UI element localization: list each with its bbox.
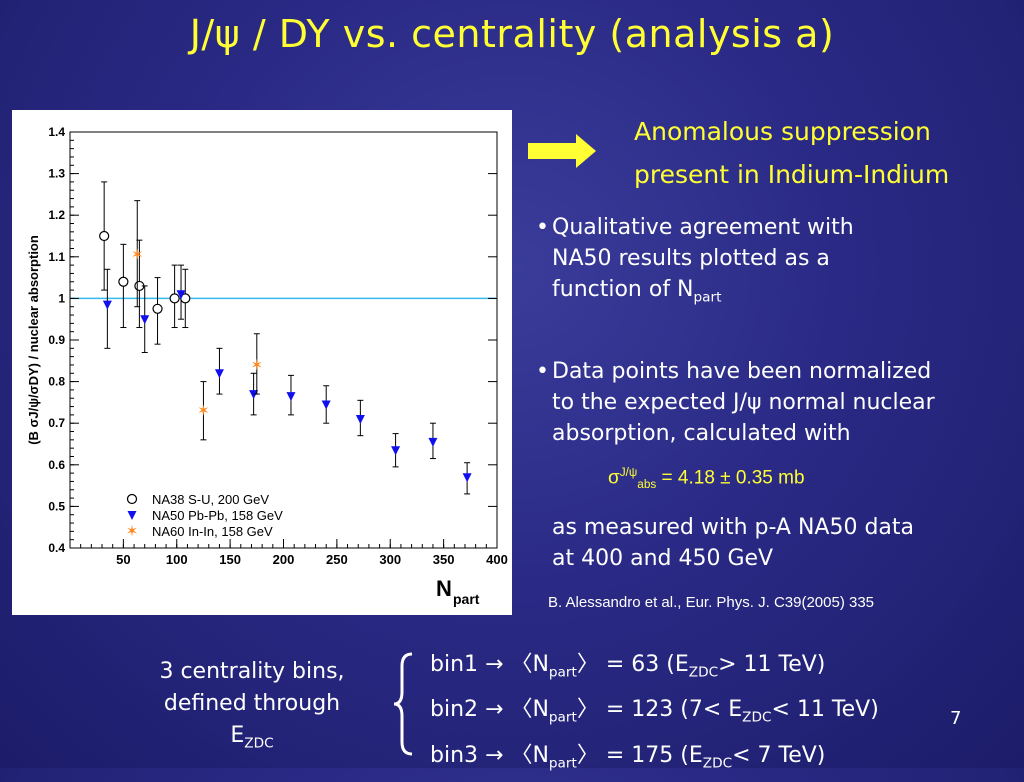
absorption-formula: σJ/ψabs = 4.18 ± 0.35 mb [608, 466, 805, 492]
data-point-star: ✶ [197, 402, 210, 420]
data-point-star: ✶ [126, 522, 139, 540]
data-point-circle [126, 493, 138, 505]
anomalous-suppression-note: Anomalous suppression present in Indium-… [634, 110, 949, 196]
bullet-2-line-1: Data points have been normalized [552, 359, 932, 384]
x-tick-label: 250 [326, 552, 348, 567]
data-point-triangle [355, 415, 365, 425]
x-tick-label: 100 [166, 552, 188, 567]
y-tick-label: 0.6 [48, 458, 65, 472]
bullet-1-line-3: function of Npart [552, 277, 722, 306]
anomalous-line-1: Anomalous suppression [634, 117, 931, 146]
reference-citation: B. Alessandro et al., Eur. Phys. J. C39(… [548, 594, 875, 611]
chart-svg: 0.4 0.5 0.6 0.7 0.8 0.9 1 1.1 1.2 1.3 1.4 50 100 150 2… [26, 125, 508, 607]
y-tick-label: 0.7 [48, 416, 65, 430]
y-tick-label: 1.4 [48, 125, 65, 139]
measured-line-2: at 400 and 450 GeV [552, 546, 774, 571]
bin-2-definition: bin2 → 〈Npart〉 = 123 (7< EZDC< 11 TeV) [430, 697, 879, 726]
centrality-bins-label: 3 centrality bins, defined through EZDC [159, 659, 345, 752]
bullet-2-line-3: absorption, calculated with [552, 421, 851, 446]
legend-entry: NA60 In-In, 158 GeV [152, 524, 273, 539]
data-point-triangle [127, 511, 137, 520]
bullet-1-line-2: NA50 results plotted as a [552, 246, 830, 271]
data-point-circle [118, 276, 129, 287]
y-tick-label: 0.8 [48, 375, 65, 389]
y-tick-label: 1 [58, 291, 65, 305]
bins-list: bin1 → 〈Npart〉 = 63 (EZDC> 11 TeV) bin2 … [430, 646, 879, 782]
data-point-star: ✶ [131, 246, 144, 264]
data-point-triangle [102, 300, 112, 310]
x-tick-label: 400 [486, 552, 508, 567]
y-tick-label: 0.9 [48, 333, 65, 347]
y-tick-label: 0.5 [48, 499, 65, 513]
anomalous-line-2: present in Indium-Indium [634, 160, 950, 189]
data-point-triangle [176, 290, 186, 300]
data-point-star: ✶ [251, 356, 264, 374]
x-tick-label: 350 [433, 552, 455, 567]
y-tick-label: 1.3 [48, 167, 65, 181]
measured-note: as measured with p-A NA50 data at 400 an… [552, 512, 914, 574]
bullet-qualitative: • Qualitative agreement with NA50 result… [536, 212, 854, 313]
page-number: 7 [950, 708, 962, 729]
data-point-triangle [214, 369, 224, 379]
bullet-dot: • [536, 215, 549, 240]
data-point-triangle [140, 315, 150, 325]
bullet-normalized: • Data points have been normalized to th… [536, 356, 935, 449]
data-point-triangle [286, 392, 296, 402]
y-tick-label: 0.4 [48, 541, 65, 555]
x-tick-label: 150 [219, 552, 241, 567]
legend-entry: NA38 S-U, 200 GeV [152, 492, 269, 507]
bin-1-definition: bin1 → 〈Npart〉 = 63 (EZDC> 11 TeV) [430, 652, 826, 681]
x-axis-label-sub: part [453, 591, 480, 607]
measured-line-1: as measured with p-A NA50 data [552, 515, 915, 540]
bullet-dot: • [536, 359, 549, 384]
data-point-circle [152, 303, 163, 314]
y-tick-label: 1.1 [48, 250, 65, 264]
data-point-triangle [321, 400, 331, 410]
bullet-2-line-2: to the expected J/ψ normal nuclear [552, 390, 935, 415]
x-tick-label: 200 [273, 552, 295, 567]
data-point-triangle [462, 473, 472, 483]
x-tick-label: 50 [116, 552, 130, 567]
y-tick-label: 1.2 [48, 208, 65, 222]
curly-brace-icon [393, 652, 413, 756]
data-point-triangle [249, 390, 259, 400]
data-point-circle [169, 293, 180, 304]
data-point-triangle [391, 446, 401, 456]
data-point-triangle [428, 437, 438, 447]
y-axis-label: (B σJ/ψ/σDY) / nuclear absorption [26, 235, 41, 445]
x-axis-label: N [436, 576, 452, 601]
x-tick-label: 300 [379, 552, 401, 567]
bullet-1-line-1: Qualitative agreement with [552, 215, 854, 240]
data-point-circle [99, 230, 110, 242]
legend-entry: NA50 Pb-Pb, 158 GeV [152, 508, 283, 523]
right-arrow-icon [528, 134, 596, 168]
slide-title: J/ψ / DY vs. centrality (analysis a) [189, 12, 835, 56]
plot-frame [69, 131, 498, 549]
chart-panel: 0.4 0.5 0.6 0.7 0.8 0.9 1 1.1 1.2 1.3 1.4 50 100 150 2… [12, 110, 512, 615]
bin-3-definition: bin3 → 〈Npart〉 = 175 (EZDC< 7 TeV) [430, 742, 826, 772]
